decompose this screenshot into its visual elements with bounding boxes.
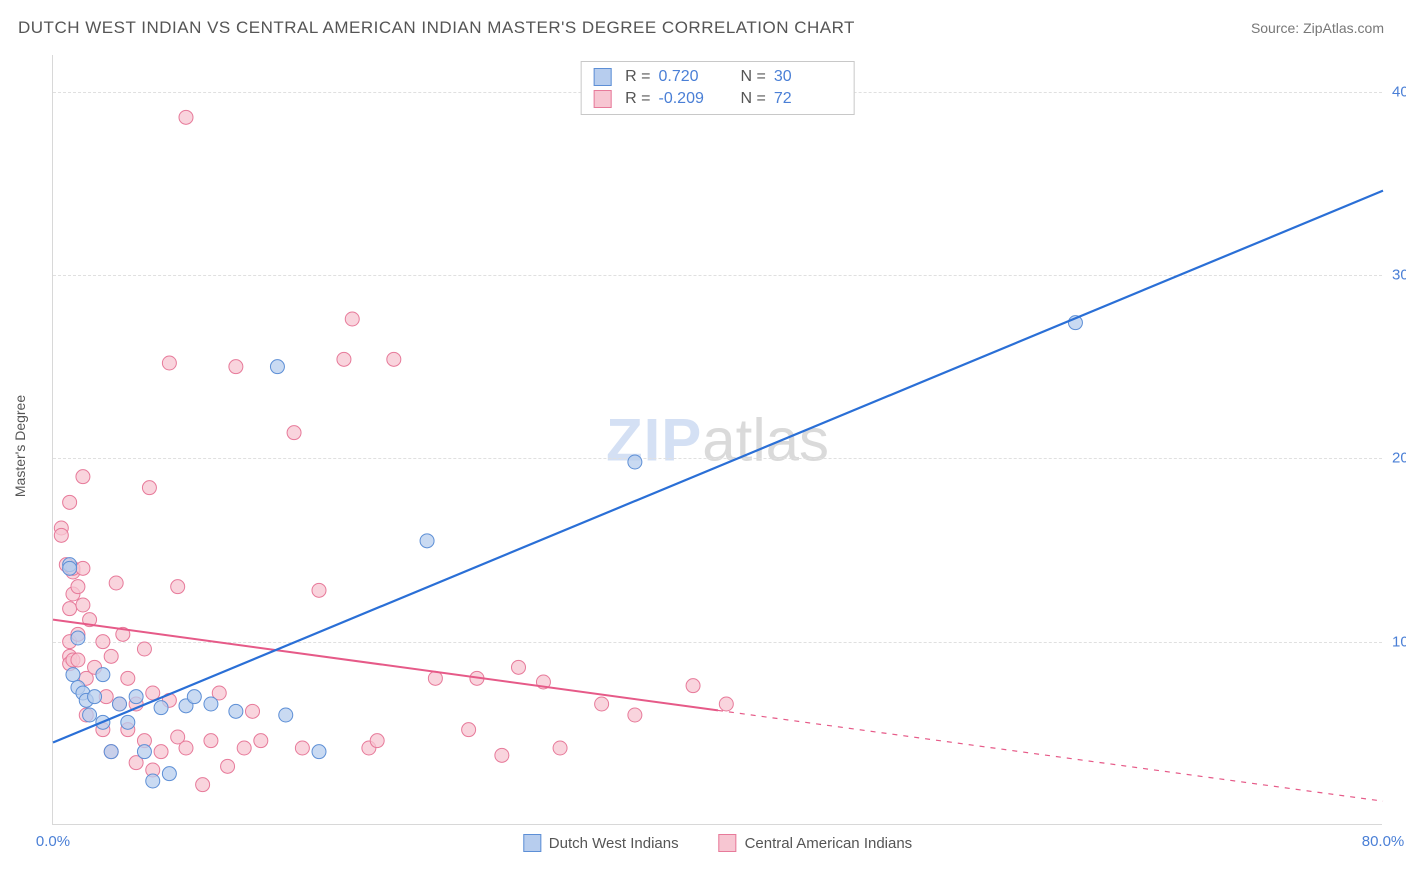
bottom-legend: Dutch West Indians Central American Indi…	[523, 834, 912, 852]
scatter-point-pink	[370, 734, 384, 748]
scatter-point-pink	[719, 697, 733, 711]
scatter-point-blue	[229, 704, 243, 718]
stats-swatch-blue	[593, 68, 611, 86]
scatter-point-pink	[237, 741, 251, 755]
scatter-point-pink	[495, 748, 509, 762]
scatter-point-pink	[229, 360, 243, 374]
scatter-point-pink	[96, 635, 110, 649]
scatter-point-pink	[171, 580, 185, 594]
scatter-point-blue	[204, 697, 218, 711]
stats-row-blue: R = 0.720 N = 30	[593, 66, 842, 88]
scatter-point-blue	[628, 455, 642, 469]
scatter-point-pink	[137, 642, 151, 656]
scatter-point-blue	[279, 708, 293, 722]
scatter-point-blue	[104, 745, 118, 759]
ytick-label: 20.0%	[1392, 450, 1406, 467]
legend-swatch-pink	[719, 834, 737, 852]
scatter-point-pink	[162, 356, 176, 370]
scatter-point-pink	[295, 741, 309, 755]
ytick-label: 10.0%	[1392, 633, 1406, 650]
trend-line-blue	[53, 191, 1383, 743]
scatter-point-pink	[196, 778, 210, 792]
scatter-point-pink	[76, 561, 90, 575]
scatter-point-pink	[76, 470, 90, 484]
scatter-point-blue	[154, 701, 168, 715]
scatter-point-pink	[345, 312, 359, 326]
chart-svg-layer	[53, 55, 1382, 824]
stats-box: R = 0.720 N = 30 R = -0.209 N = 72	[580, 61, 855, 115]
scatter-point-blue	[312, 745, 326, 759]
scatter-point-blue	[96, 668, 110, 682]
trend-line-pink-dashed	[718, 710, 1383, 801]
scatter-point-blue	[187, 690, 201, 704]
scatter-point-blue	[270, 360, 284, 374]
scatter-point-pink	[142, 481, 156, 495]
stats-n-value-blue: 30	[774, 68, 842, 86]
scatter-point-blue	[71, 631, 85, 645]
stats-r-label-pink: R =	[625, 90, 650, 108]
scatter-point-pink	[553, 741, 567, 755]
scatter-point-pink	[179, 110, 193, 124]
scatter-point-pink	[121, 671, 135, 685]
scatter-point-pink	[71, 653, 85, 667]
stats-r-value-pink: -0.209	[659, 90, 727, 108]
scatter-point-blue	[162, 767, 176, 781]
stats-r-label-blue: R =	[625, 68, 650, 86]
xtick-label: 80.0%	[1362, 833, 1405, 850]
scatter-point-pink	[204, 734, 218, 748]
ytick-label: 40.0%	[1392, 83, 1406, 100]
scatter-point-blue	[113, 697, 127, 711]
stats-n-label-blue: N =	[741, 68, 766, 86]
y-axis-label: Master's Degree	[12, 395, 28, 497]
scatter-point-blue	[121, 715, 135, 729]
stats-r-value-blue: 0.720	[659, 68, 727, 86]
scatter-point-pink	[71, 580, 85, 594]
scatter-point-pink	[462, 723, 476, 737]
scatter-point-pink	[254, 734, 268, 748]
scatter-point-blue	[88, 690, 102, 704]
ytick-label: 30.0%	[1392, 267, 1406, 284]
scatter-point-blue	[66, 668, 80, 682]
scatter-point-pink	[512, 660, 526, 674]
scatter-point-blue	[129, 690, 143, 704]
legend-item-blue: Dutch West Indians	[523, 834, 679, 852]
scatter-point-pink	[221, 759, 235, 773]
legend-swatch-blue	[523, 834, 541, 852]
scatter-point-pink	[686, 679, 700, 693]
legend-label-pink: Central American Indians	[745, 835, 913, 852]
scatter-point-pink	[287, 426, 301, 440]
stats-swatch-pink	[593, 90, 611, 108]
scatter-point-pink	[337, 352, 351, 366]
scatter-point-pink	[154, 745, 168, 759]
scatter-point-blue	[420, 534, 434, 548]
scatter-point-pink	[628, 708, 642, 722]
legend-label-blue: Dutch West Indians	[549, 835, 679, 852]
scatter-point-pink	[595, 697, 609, 711]
chart-title: DUTCH WEST INDIAN VS CENTRAL AMERICAN IN…	[18, 18, 855, 38]
scatter-point-pink	[63, 602, 77, 616]
scatter-point-pink	[76, 598, 90, 612]
scatter-point-blue	[146, 774, 160, 788]
scatter-point-pink	[104, 649, 118, 663]
plot-area: ZIPatlas 10.0%20.0%30.0%40.0% R = 0.720 …	[52, 55, 1382, 825]
legend-item-pink: Central American Indians	[719, 834, 913, 852]
scatter-point-pink	[387, 352, 401, 366]
stats-row-pink: R = -0.209 N = 72	[593, 88, 842, 110]
stats-n-label-pink: N =	[741, 90, 766, 108]
source-attribution: Source: ZipAtlas.com	[1251, 20, 1384, 36]
scatter-point-pink	[54, 528, 68, 542]
xtick-label: 0.0%	[36, 833, 70, 850]
scatter-point-blue	[63, 561, 77, 575]
scatter-point-blue	[83, 708, 97, 722]
scatter-point-pink	[312, 583, 326, 597]
scatter-point-pink	[109, 576, 123, 590]
scatter-point-pink	[246, 704, 260, 718]
stats-n-value-pink: 72	[774, 90, 842, 108]
scatter-point-blue	[137, 745, 151, 759]
scatter-point-pink	[179, 741, 193, 755]
scatter-point-pink	[63, 495, 77, 509]
